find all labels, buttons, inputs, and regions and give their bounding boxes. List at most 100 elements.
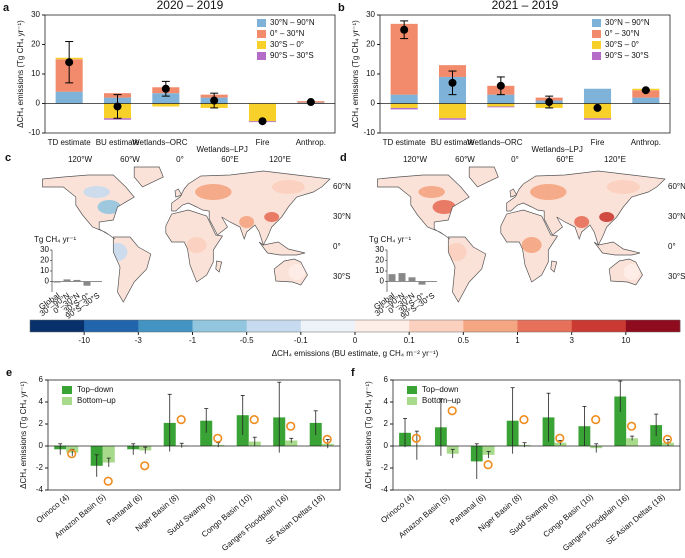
- legend-label: Top–down: [77, 385, 113, 394]
- legend-label: Bottom–up: [422, 396, 461, 405]
- panel-label: b: [338, 2, 345, 14]
- bar: [102, 446, 115, 463]
- lat-label: 30°N: [668, 212, 685, 221]
- legend-label: Bottom–up: [77, 396, 116, 405]
- colorbar-cell: [192, 320, 247, 332]
- bar-segment: [487, 103, 515, 107]
- anomaly-patch: [264, 212, 280, 222]
- lon-label: 0°: [511, 155, 519, 164]
- anomaly-patch: [195, 184, 232, 200]
- point: [113, 102, 122, 111]
- colorbar-tick-label: -0.5: [240, 336, 254, 345]
- legend-swatch: [407, 386, 417, 394]
- colorbar-tick-label: -3: [135, 336, 143, 345]
- inset-bar: [408, 277, 416, 282]
- x-tick-label: Wetlands–LPJ: [196, 145, 247, 154]
- inset-bar: [73, 279, 81, 282]
- inset-bar: [418, 281, 426, 285]
- point: [258, 117, 267, 126]
- colorbar-cell: [300, 320, 356, 332]
- inset-bar: [388, 274, 396, 282]
- lon-label: 120°W: [403, 155, 428, 164]
- marker: [322, 434, 332, 445]
- bar-segment: [487, 94, 515, 104]
- x-tick-label: Ganges Floodplain (16): [220, 492, 290, 553]
- y-tick-label: 0: [384, 441, 389, 450]
- bar-segment: [152, 93, 180, 104]
- marker: [662, 434, 673, 445]
- inset-y-tick-label: 30: [40, 245, 49, 254]
- x-tick-label: Anthrop.: [296, 138, 326, 147]
- plot-frame: [392, 379, 681, 491]
- y-tick-label: 4: [39, 397, 44, 406]
- inset-bar: [63, 279, 71, 282]
- anomaly-patch: [446, 243, 467, 261]
- bar-segment: [390, 103, 418, 108]
- inset-bar: [398, 273, 406, 282]
- legend-label: 30°N – 90°N: [270, 18, 315, 27]
- bar-segment: [248, 103, 277, 122]
- anomaly-patch: [574, 216, 590, 228]
- x-tick-label: Fire: [591, 138, 605, 147]
- colorbar-cell: [463, 320, 518, 332]
- bar: [482, 446, 495, 455]
- lat-label: 0°: [333, 242, 341, 251]
- marker: [555, 433, 565, 443]
- colorbar-cell: [517, 320, 572, 332]
- coastline: [42, 166, 331, 303]
- x-tick-label: BU estimate: [96, 138, 140, 147]
- y-tick-label: -4: [36, 485, 44, 494]
- bar: [285, 440, 298, 446]
- x-tick-label: Ganges Floodplain (16): [561, 492, 631, 553]
- y-tick-label: 10: [366, 69, 375, 78]
- legend-label: 90°S – 30°S: [270, 51, 314, 60]
- y-tick-label: 2: [384, 419, 389, 428]
- legend-label: 0° – 30°N: [605, 29, 640, 38]
- y-tick-label: -4: [381, 485, 389, 494]
- inset-y-tick-label: 10: [40, 266, 49, 275]
- legend-label: 0° – 30°N: [270, 29, 305, 38]
- panel-label: f: [351, 367, 355, 379]
- y-tick-label: 6: [384, 375, 389, 384]
- lon-label: 120°W: [68, 155, 93, 164]
- x-tick-label: Fire: [256, 138, 270, 147]
- bar-segment: [438, 118, 467, 120]
- anomaly-patch: [521, 237, 542, 253]
- y-tick-label: -10: [363, 128, 375, 137]
- inset-y-tick-label: 0: [380, 277, 385, 286]
- inset-y-tick-label: 10: [375, 266, 384, 275]
- bar-segment: [390, 94, 418, 104]
- point: [400, 25, 409, 34]
- bar-segment: [55, 91, 83, 104]
- y-tick-label: 10: [31, 69, 40, 78]
- anomaly-patch: [418, 186, 445, 198]
- colorbar-tick-label: -1: [189, 336, 197, 345]
- lon-label: 60°E: [221, 155, 238, 164]
- legend-swatch: [257, 19, 266, 27]
- coastline: [377, 166, 666, 303]
- inset-bar: [83, 281, 91, 286]
- anomaly-patch: [432, 200, 456, 214]
- legend-label: 30°S – 0°: [270, 40, 304, 49]
- x-tick-label: Wetlands–ORC: [467, 138, 523, 147]
- anomaly-patch: [623, 264, 640, 280]
- colorbar-cell: [409, 320, 464, 332]
- colorbar-tick-label: 3: [569, 336, 574, 345]
- legend-swatch: [592, 19, 601, 27]
- x-tick-label: TD estimate: [383, 138, 427, 147]
- anomaly-patch: [107, 243, 128, 261]
- point: [641, 86, 650, 95]
- panel-label: a: [3, 2, 10, 14]
- point: [65, 58, 74, 67]
- colorbar-tick-label: 0.5: [458, 336, 470, 345]
- y-tick-label: -10: [28, 128, 40, 137]
- inset-y-tick-label: 20: [375, 256, 384, 265]
- lon-label: 60°E: [556, 155, 573, 164]
- legend-swatch: [257, 52, 266, 60]
- marker: [67, 449, 77, 459]
- marker: [213, 433, 223, 443]
- x-tick-label: SE Asian Deltas (18): [604, 492, 667, 547]
- panel-label: d: [340, 152, 347, 164]
- point: [448, 78, 457, 87]
- colorbar-cell: [246, 320, 302, 332]
